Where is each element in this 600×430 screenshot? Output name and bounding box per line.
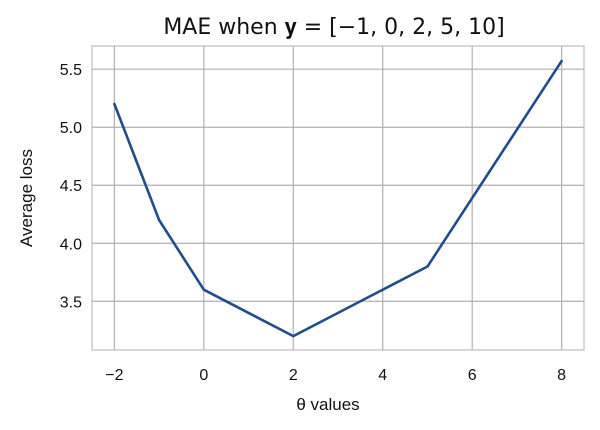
plot-frame — [91, 45, 585, 351]
x-tick-label: 8 — [557, 367, 566, 384]
y-tick-label: 5.5 — [60, 62, 82, 79]
x-tick-label: 2 — [289, 367, 298, 384]
series-line — [113, 59, 563, 338]
x-tick-labels: −2 0 2 4 6 8 — [105, 367, 566, 384]
x-tick-label: 4 — [378, 367, 387, 384]
x-tick-label: −2 — [105, 367, 123, 384]
grid — [92, 46, 584, 350]
y-tick-label: 4.5 — [60, 178, 82, 195]
x-tick-label: 6 — [468, 367, 477, 384]
y-axis-label: Average loss — [17, 149, 36, 247]
y-tick-label: 4.0 — [60, 236, 82, 253]
y-tick-label: 5.0 — [60, 120, 82, 137]
y-tick-label: 3.5 — [60, 294, 82, 311]
y-tick-labels: 3.5 4.0 4.5 5.0 5.5 — [60, 62, 82, 311]
x-axis-label: θ values — [296, 395, 359, 414]
x-tick-label: 0 — [199, 367, 208, 384]
chart-title: MAE when 𝐲 = [−1, 0, 2, 5, 10] — [163, 15, 504, 40]
series-layer — [113, 59, 563, 338]
